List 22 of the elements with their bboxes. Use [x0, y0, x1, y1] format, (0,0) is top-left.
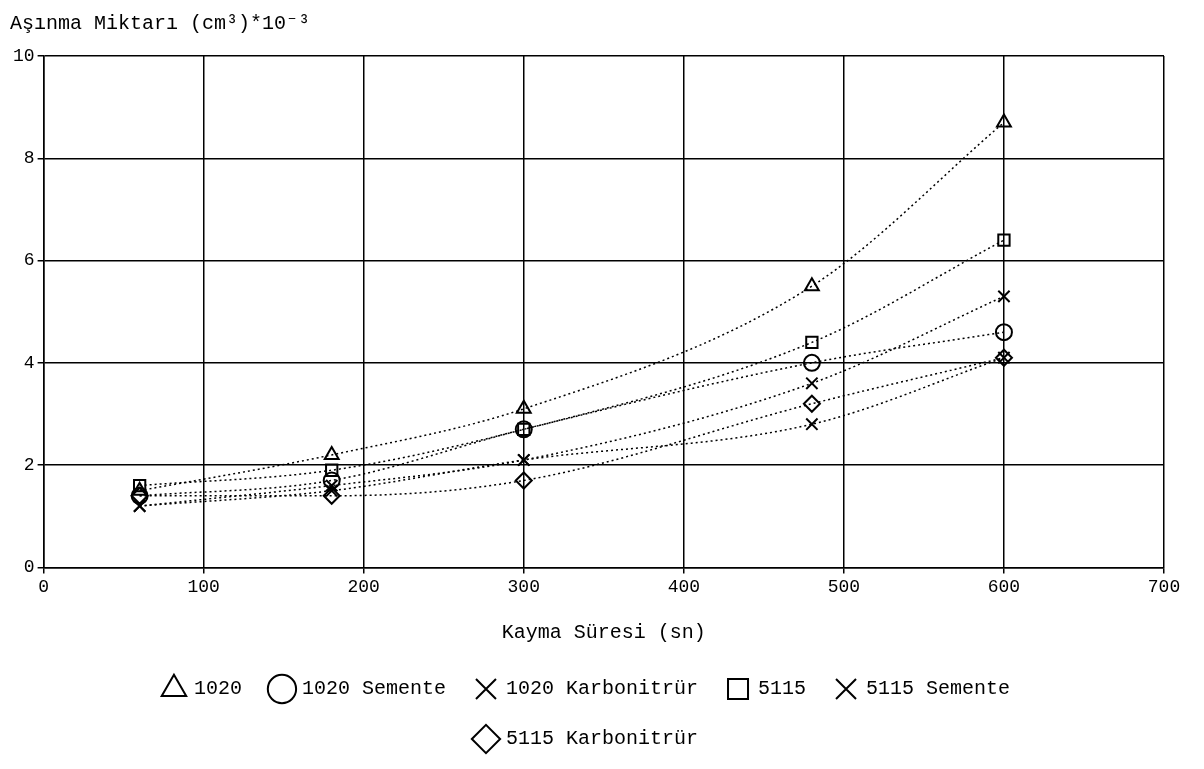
y-tick-label: 0	[23, 557, 35, 578]
x-tick-label: 400	[667, 576, 701, 597]
legend-label: 5115	[758, 677, 807, 701]
y-tick-label: 4	[23, 352, 35, 373]
x-tick-label: 0	[38, 576, 50, 597]
legend-label: 1020 Semente	[301, 677, 446, 701]
y-axis-title: Aşınma Miktarı (cm³)*10⁻³	[10, 12, 311, 36]
y-tick-label: 8	[23, 148, 35, 169]
x-tick-label: 600	[987, 576, 1021, 597]
x-tick-label: 200	[347, 576, 380, 597]
x-tick-label: 300	[507, 576, 540, 597]
x-tick-label: 100	[187, 576, 220, 597]
x-tick-label: 700	[1147, 576, 1181, 597]
x-axis-title: Kayma Süresi (sn)	[501, 621, 706, 645]
y-tick-label: 2	[23, 454, 35, 475]
legend-label: 1020	[193, 677, 242, 701]
y-tick-label: 6	[23, 250, 35, 271]
legend-label: 5115 Semente	[866, 677, 1011, 701]
legend-label: 5115 Karbonitrür	[505, 727, 699, 751]
y-tick-label: 10	[12, 45, 35, 66]
x-tick-label: 500	[827, 576, 861, 597]
legend-label: 1020 Karbonitrür	[505, 677, 699, 701]
